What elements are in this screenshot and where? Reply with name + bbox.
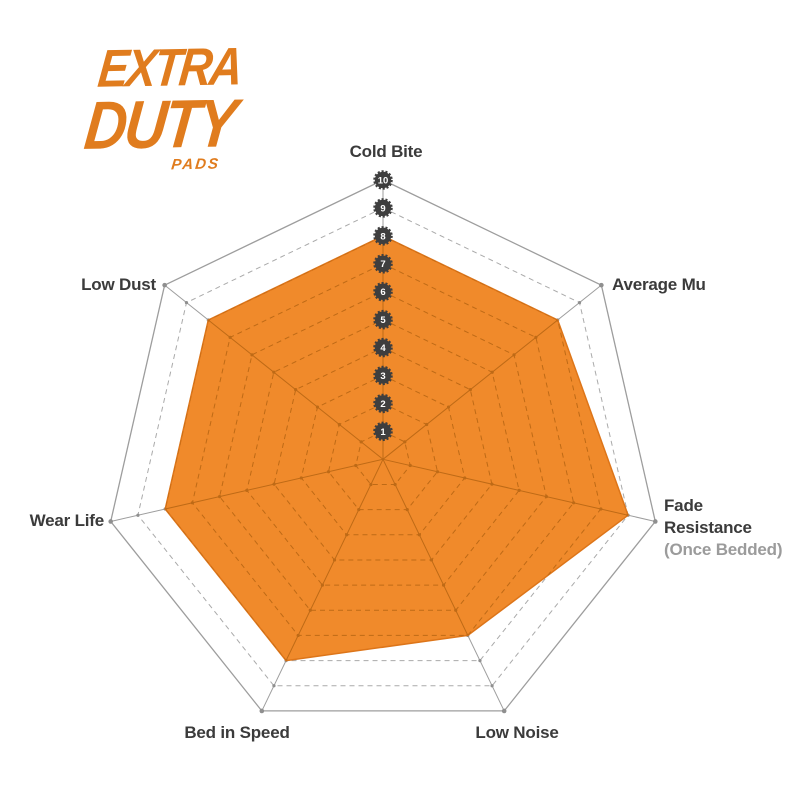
- axis-label-fade-resistance-once-bedded-: (Once Bedded): [664, 540, 782, 559]
- axis-label-fade-resistance-once-bedded-: Resistance: [664, 518, 752, 537]
- scale-badge-label: 10: [378, 175, 389, 186]
- scale-badge-label: 6: [380, 287, 385, 298]
- radar-axis-labels: Cold Bite Average Mu Fade Resistance (Once B…: [30, 142, 783, 742]
- axis-label-average-mu: Average Mu: [612, 275, 706, 294]
- axis-label-low-dust: Low Dust: [81, 275, 156, 294]
- axis-label-low-noise: Low Noise: [475, 723, 558, 742]
- scale-badge-label: 4: [380, 343, 386, 354]
- scale-badge-5: 5: [373, 309, 393, 330]
- scale-badge-8: 8: [373, 226, 393, 246]
- scale-badge-10: 10: [373, 170, 393, 190]
- scale-badge-label: 3: [380, 371, 385, 382]
- scale-badge-1: 1: [373, 421, 393, 442]
- scale-badge-9: 9: [373, 198, 393, 218]
- scale-badge-label: 9: [380, 203, 385, 214]
- scale-badge-label: 7: [380, 259, 385, 270]
- axis-label-cold-bite: Cold Bite: [350, 142, 423, 161]
- radar-scale-badges: 10 9 8 7 6 5 4 3 2 1: [373, 170, 393, 442]
- scale-badge-2: 2: [373, 393, 393, 414]
- scale-badge-label: 5: [380, 315, 386, 326]
- axis-label-bed-in-speed: Bed in Speed: [184, 723, 289, 742]
- scale-badge-7: 7: [373, 254, 393, 274]
- axis-label-fade-resistance-once-bedded-: Fade: [664, 496, 703, 515]
- scale-badge-label: 2: [380, 399, 385, 410]
- scale-badge-3: 3: [373, 365, 393, 386]
- scale-badge-4: 4: [373, 337, 393, 358]
- scale-badge-label: 8: [380, 231, 385, 242]
- scale-badge-6: 6: [373, 281, 393, 302]
- axis-label-wear-life: Wear Life: [30, 511, 104, 530]
- scale-badge-label: 1: [380, 427, 386, 438]
